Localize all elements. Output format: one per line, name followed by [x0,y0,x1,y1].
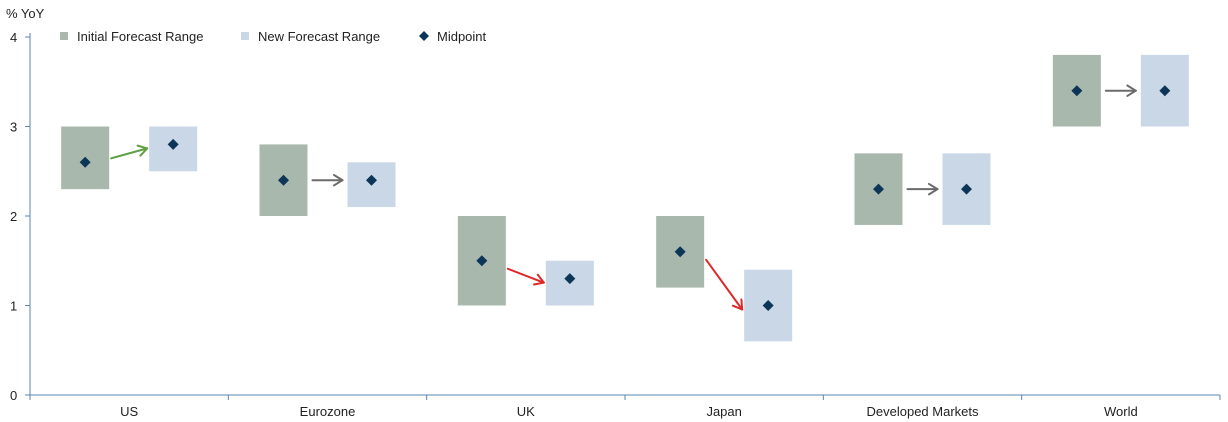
x-tick-label: Japan [706,404,741,419]
change-arrow-shaft [110,147,149,160]
initial-midpoint-marker [873,183,884,195]
change-arrow-shaft [506,267,545,284]
legend-label-midpoint: Midpoint [437,29,487,44]
legend-swatch-initial [60,32,68,40]
initial-midpoint-marker [1071,85,1083,97]
new-midpoint-marker [762,300,774,311]
legend-swatch-new [241,32,249,40]
initial-midpoint-marker [674,246,686,258]
y-tick-label: 1 [10,299,17,314]
change-arrow-head [332,173,344,187]
new-midpoint-marker [1159,85,1171,97]
axes: 0 1 2 3 4 US Eurozone UK Japan Developed Markets W… [10,30,1221,419]
new-midpoint-marker [961,183,972,195]
y-tick-label: 3 [10,120,17,135]
legend-marker-midpoint [419,31,429,41]
change-arrow-shaft [705,258,744,311]
change-arrow-head [927,182,939,196]
new-midpoint-marker [366,174,377,186]
plot-area [61,54,1189,342]
initial-midpoint-marker [79,156,91,168]
x-tick-label: Eurozone [300,404,356,419]
change-arrow-head [532,273,545,286]
y-axis-label: % YoY [6,6,45,21]
y-tick-label: 0 [10,388,17,403]
x-tick-label: UK [517,404,535,419]
legend-label-new: New Forecast Range [258,29,380,44]
change-arrow-head [731,298,744,311]
x-tick-label: US [120,404,138,419]
y-tick-label: 4 [10,30,17,45]
new-midpoint-marker [564,273,576,285]
initial-midpoint-marker [476,255,488,267]
y-tick-label: 2 [10,209,17,224]
legend: Initial Forecast Range New Forecast Rang… [60,29,487,44]
initial-midpoint-marker [278,174,289,186]
change-arrow-head [1126,84,1137,97]
new-midpoint-marker [167,138,179,150]
legend-label-initial: Initial Forecast Range [77,29,203,44]
change-arrow-head [136,144,149,157]
x-tick-label: Developed Markets [867,404,979,419]
x-tick-label: World [1104,404,1138,419]
